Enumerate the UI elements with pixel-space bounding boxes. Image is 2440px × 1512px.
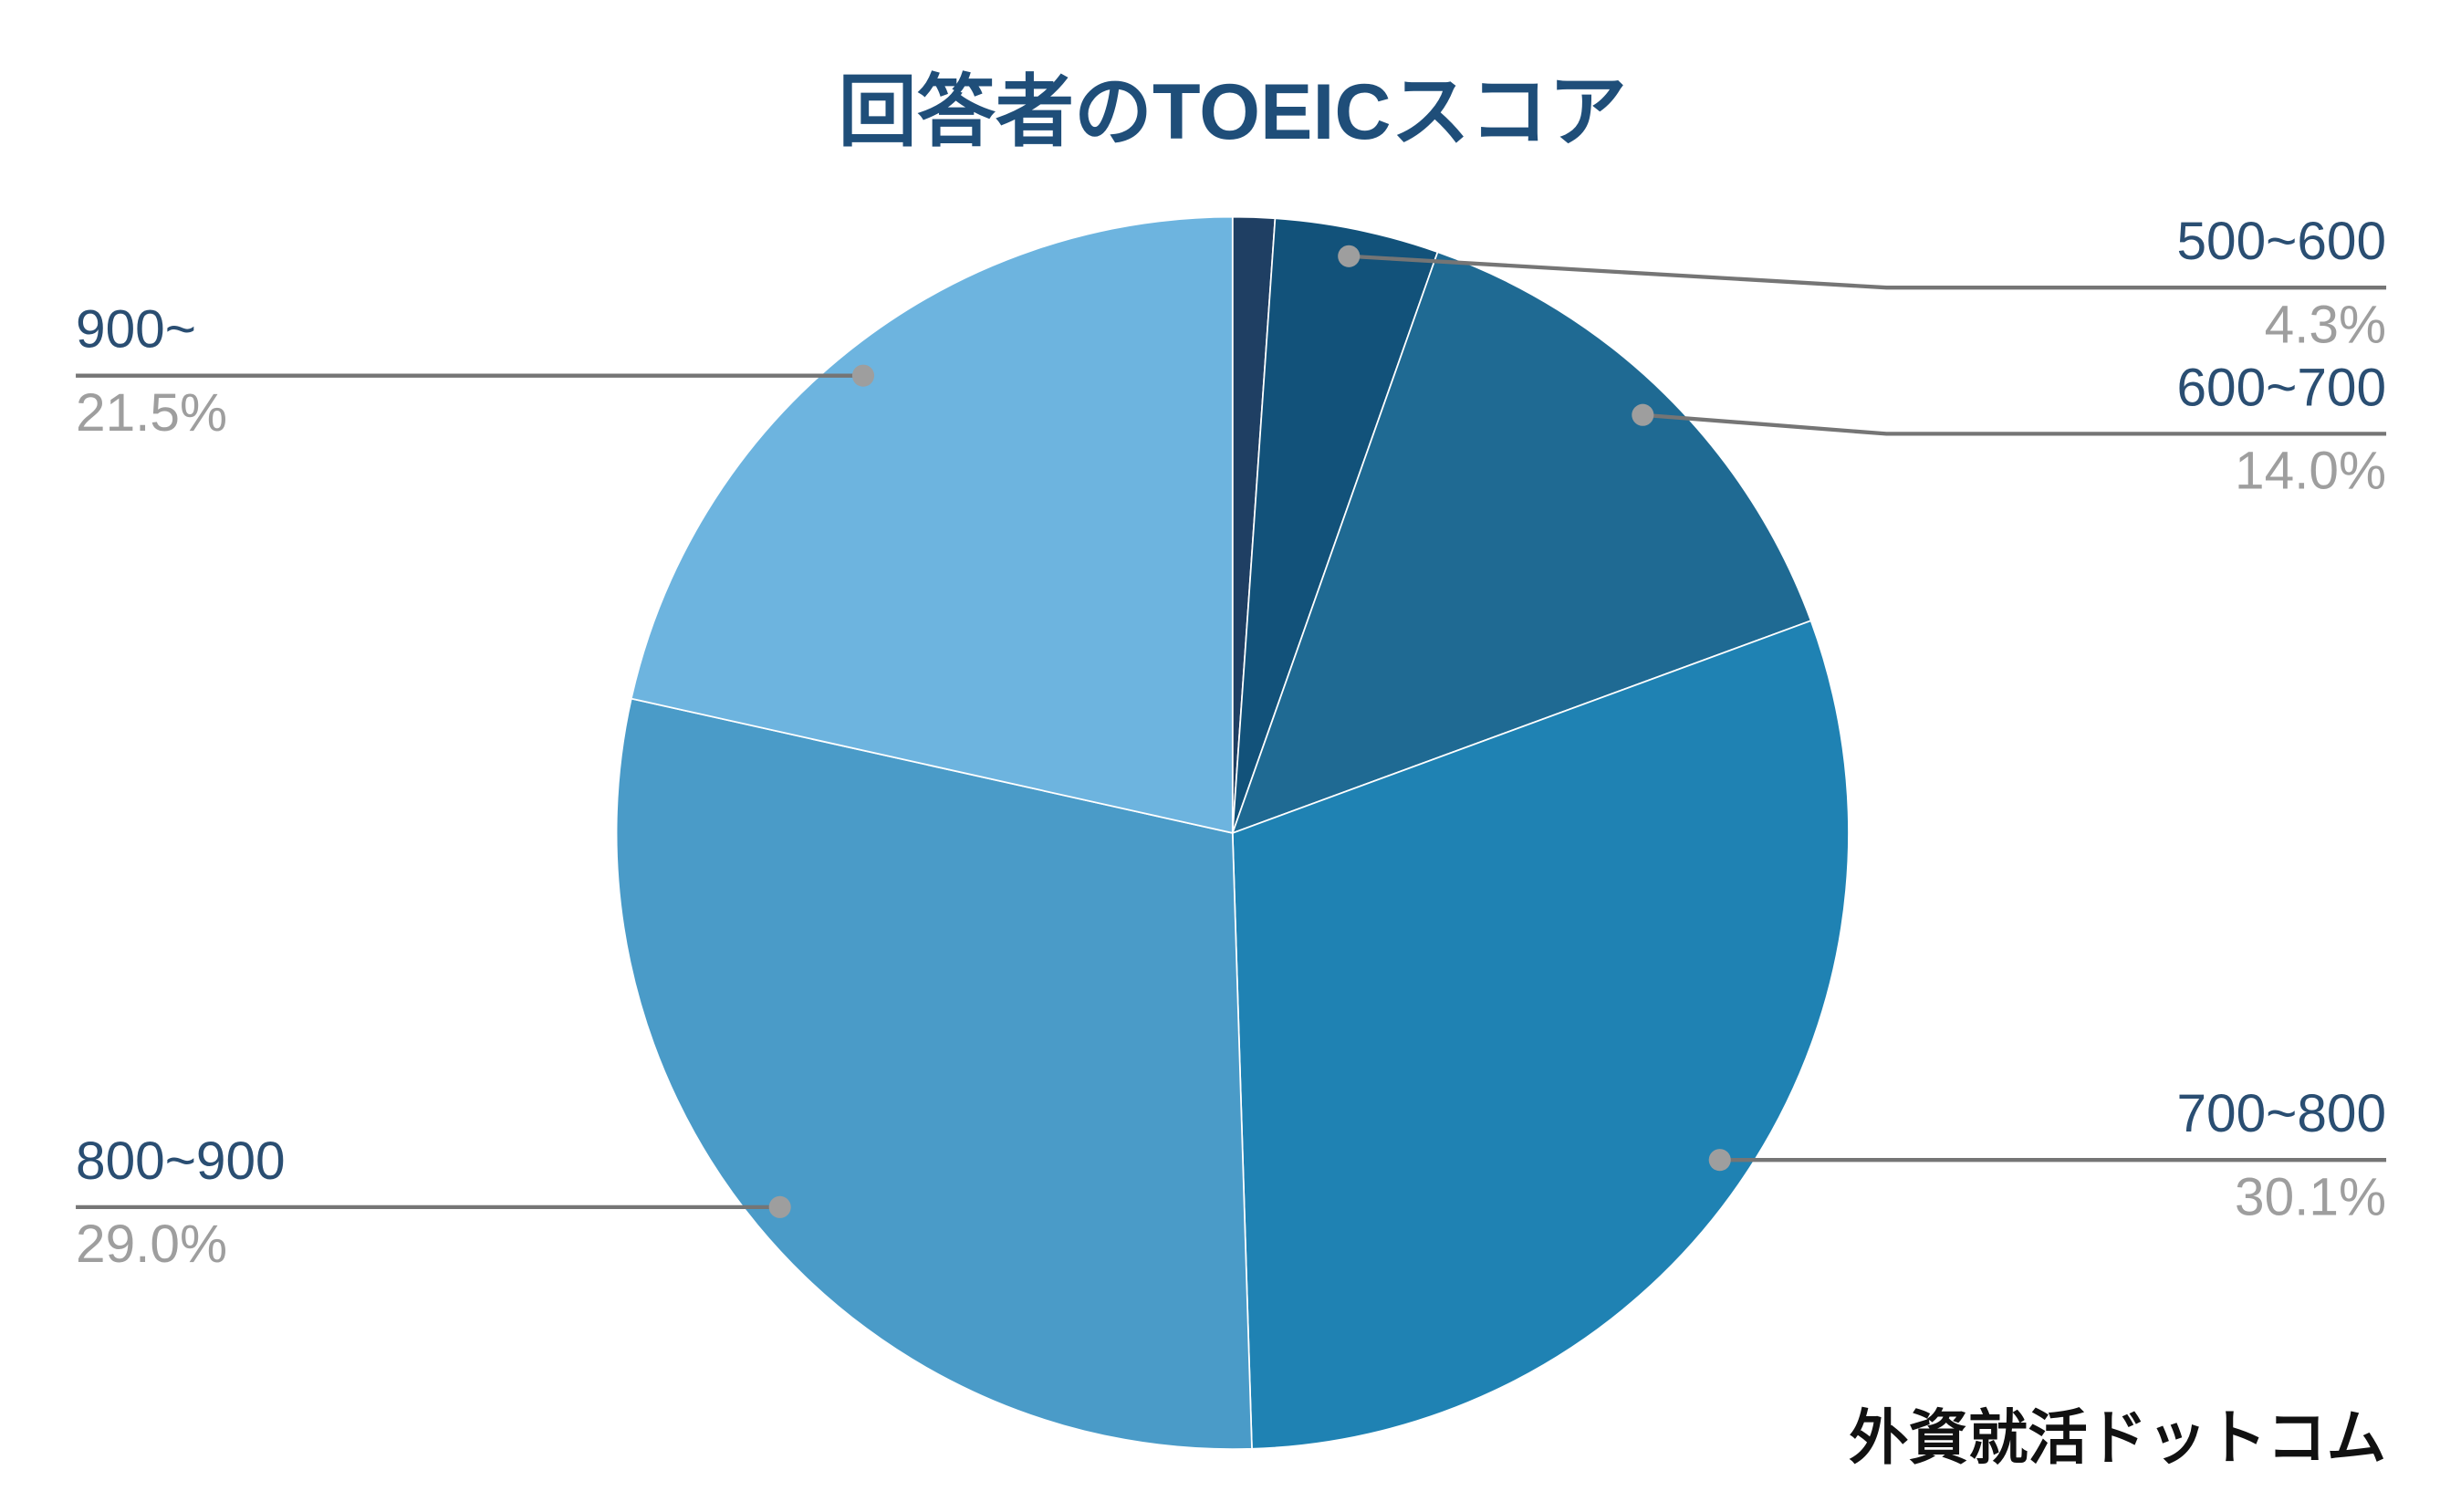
- leader-dot: [1632, 403, 1654, 426]
- leader-line: [1349, 254, 2387, 290]
- chart-title: 回答者のTOEICスコア: [839, 68, 1627, 156]
- pie-slice: [1231, 217, 1439, 834]
- leader-line: [1642, 412, 2387, 436]
- leader-dot: [851, 364, 875, 387]
- value-label: 29.0%: [76, 1215, 227, 1274]
- value-label: 21.5%: [76, 383, 227, 443]
- value-label: 30.1%: [2235, 1167, 2386, 1226]
- category-label: 800~900: [76, 1131, 286, 1191]
- pie-slice: [1231, 251, 1812, 835]
- pie-slice: [630, 215, 1234, 834]
- leader-dot: [768, 1195, 791, 1218]
- category-label: 600~700: [2176, 358, 2386, 417]
- leader-dot: [1338, 245, 1361, 267]
- value-label: 14.0%: [2235, 442, 2386, 501]
- watermark: 外資就活ドットコム: [1849, 1403, 2386, 1473]
- pie-slice: [615, 697, 1253, 1450]
- category-label: 500~600: [2176, 212, 2386, 271]
- category-label: 900~: [76, 300, 196, 360]
- category-label: 700~800: [2176, 1084, 2386, 1143]
- pie-slice: [1231, 620, 1850, 1450]
- value-label: 4.3%: [2265, 295, 2386, 354]
- leader-dot: [1708, 1149, 1731, 1172]
